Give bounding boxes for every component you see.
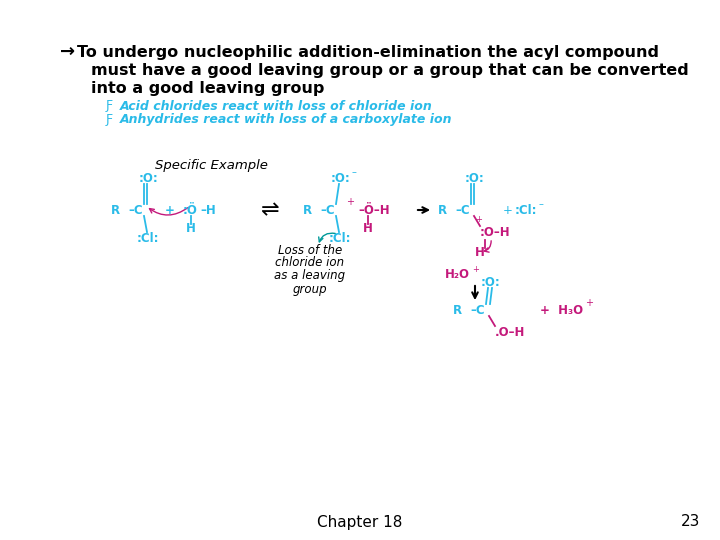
Text: must have a good leaving group or a group that can be converted: must have a good leaving group or a grou… [91, 63, 689, 78]
FancyArrowPatch shape [319, 233, 336, 242]
Text: chloride ion: chloride ion [276, 256, 345, 269]
Text: –C: –C [455, 204, 469, 217]
Text: H: H [475, 246, 485, 259]
Text: :Cl:: :Cl: [329, 232, 351, 245]
Text: :O:: :O: [138, 172, 158, 185]
Text: Specific Example: Specific Example [155, 159, 268, 172]
Text: :O:: :O: [330, 172, 350, 185]
Text: –C: –C [320, 204, 335, 217]
Text: H: H [186, 221, 196, 234]
Text: +  H₃O: + H₃O [540, 303, 583, 316]
Text: ⇌: ⇌ [261, 200, 279, 220]
Text: Chapter 18: Chapter 18 [318, 515, 402, 530]
Text: +: + [503, 204, 513, 217]
Text: +: + [476, 215, 482, 225]
Text: +: + [165, 204, 175, 217]
Text: :Cl:: :Cl: [137, 232, 159, 245]
Text: To undergo nucleophilic addition-elimination the acyl compound: To undergo nucleophilic addition-elimina… [77, 44, 659, 59]
Text: +: + [472, 266, 479, 274]
Text: :Ö: :Ö [183, 204, 198, 217]
Text: Loss of the: Loss of the [278, 244, 342, 256]
Text: .O–H: .O–H [495, 326, 526, 339]
Text: –: – [539, 199, 544, 209]
Text: +: + [346, 197, 354, 207]
Text: as a leaving: as a leaving [274, 269, 346, 282]
Text: –H: –H [200, 204, 216, 217]
Text: Acid chlorides react with loss of chloride ion: Acid chlorides react with loss of chlori… [120, 99, 433, 112]
Text: :O:: :O: [480, 275, 500, 288]
FancyArrowPatch shape [485, 241, 491, 252]
Text: Ƒ: Ƒ [106, 99, 113, 112]
Text: into a good leaving group: into a good leaving group [91, 80, 325, 96]
Text: :Cl:: :Cl: [515, 204, 538, 217]
Text: R: R [111, 204, 120, 217]
Text: –C: –C [128, 204, 143, 217]
Text: –C: –C [470, 303, 485, 316]
Text: group: group [293, 282, 328, 295]
Text: R: R [453, 303, 462, 316]
Text: +: + [585, 298, 593, 308]
Text: :O–H: :O–H [480, 226, 510, 239]
Text: 23: 23 [680, 515, 700, 530]
FancyArrowPatch shape [150, 208, 188, 215]
Text: H₂O: H₂O [445, 268, 470, 281]
Text: –: – [352, 167, 357, 177]
Text: H: H [363, 221, 373, 234]
Text: Anhydrides react with loss of a carboxylate ion: Anhydrides react with loss of a carboxyl… [120, 113, 452, 126]
Text: R: R [303, 204, 312, 217]
Text: Ƒ: Ƒ [106, 113, 113, 126]
Text: –Ö–H: –Ö–H [358, 204, 390, 217]
Text: →: → [60, 43, 76, 61]
Text: R: R [438, 204, 447, 217]
Text: :O:: :O: [465, 172, 485, 185]
